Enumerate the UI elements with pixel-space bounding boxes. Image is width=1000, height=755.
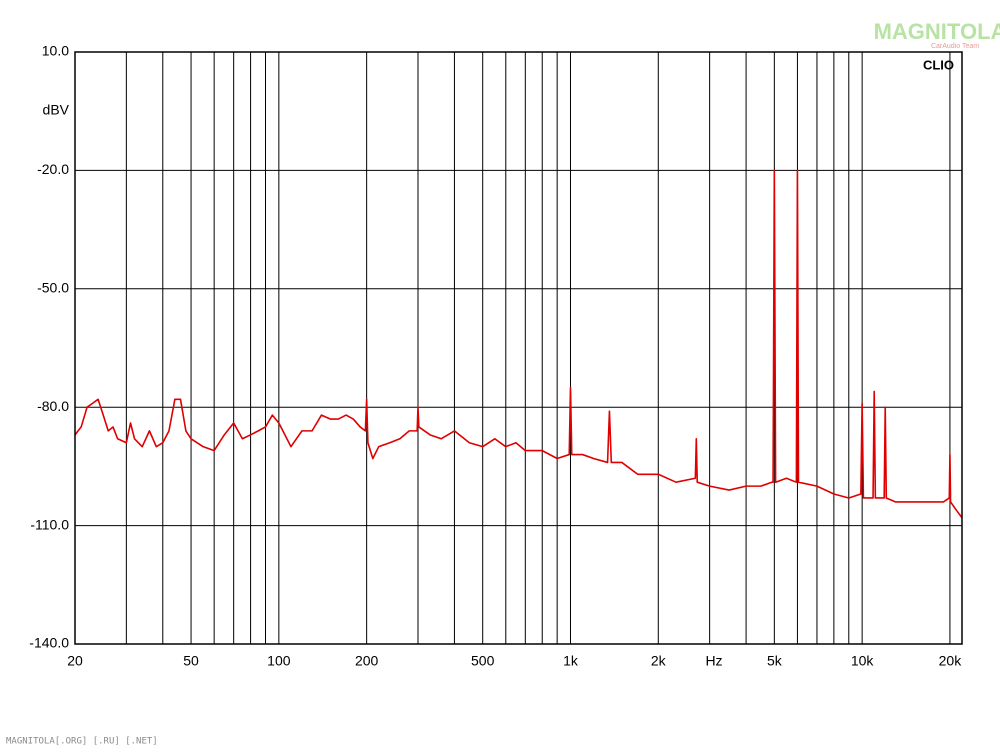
y-axis-label: dBV xyxy=(43,102,70,118)
x-tick-label: 20k xyxy=(939,653,963,669)
x-tick-label: 200 xyxy=(355,653,379,669)
plot-border xyxy=(74,51,963,645)
brand: CLIO xyxy=(923,57,954,72)
footer: MAGNITOLA[.ORG] [.RU] [.NET] xyxy=(6,737,158,747)
x-tick-label: 1k xyxy=(563,653,579,669)
x-tick-label: 500 xyxy=(471,653,495,669)
y-tick-label: -110.0 xyxy=(30,516,69,532)
y-tick-label: -50.0 xyxy=(37,280,69,296)
y-tick-label: -20.0 xyxy=(37,161,69,177)
x-tick-label: 20 xyxy=(67,653,83,669)
y-tick-label: -80.0 xyxy=(37,398,69,414)
y-tick-label: 10.0 xyxy=(42,43,69,59)
x-tick-label: 100 xyxy=(267,653,291,669)
x-tick-label: 5k xyxy=(767,653,783,669)
logo-sub: CarAudio Team xyxy=(931,43,979,50)
x-tick-label: 2k xyxy=(651,653,667,669)
plot-area xyxy=(75,52,962,644)
spectrum-line xyxy=(74,169,963,519)
x-tick-label: 10k xyxy=(851,653,875,669)
y-tick-label: -140.0 xyxy=(29,635,69,651)
x-tick-label: 50 xyxy=(183,653,199,669)
logo: MAGNITOLA xyxy=(874,19,1000,44)
x-axis-label: Hz xyxy=(705,653,722,669)
